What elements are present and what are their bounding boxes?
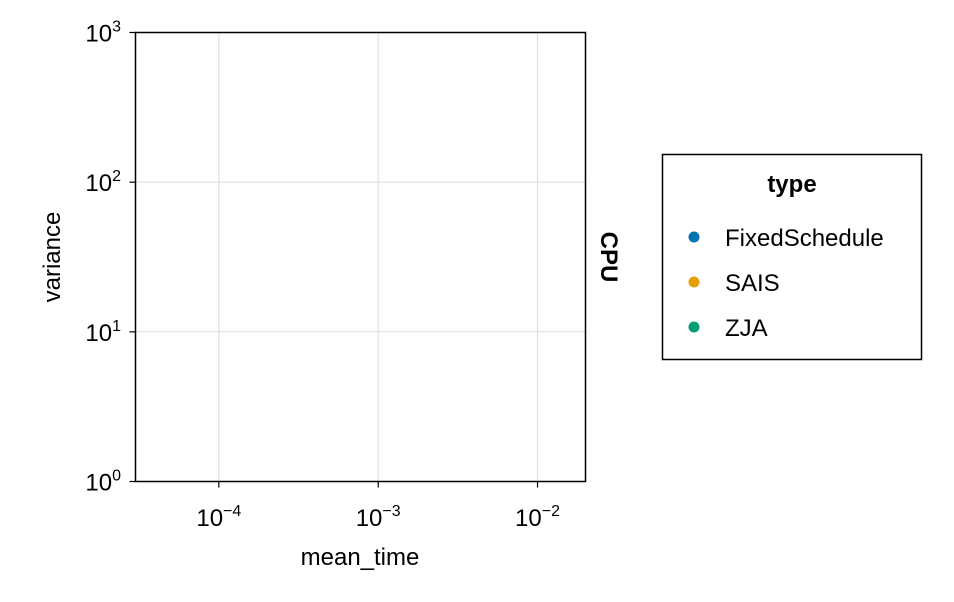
y-tick-label: 100 — [85, 468, 121, 497]
y-tick-exponent: 2 — [112, 168, 121, 185]
x-tick-label: 10−3 — [356, 503, 401, 532]
legend-label: ZJA — [725, 315, 768, 342]
x-tick-base: 10 — [515, 505, 542, 532]
x-tick-exponent: −3 — [382, 503, 400, 520]
facet-label: CPU — [595, 232, 622, 283]
x-tick-label: 10−4 — [196, 503, 241, 532]
y-tick-base: 10 — [85, 470, 112, 497]
x-axis-label: mean_time — [301, 544, 420, 571]
y-tick-base: 10 — [85, 21, 112, 48]
x-tick-exponent: −2 — [542, 503, 560, 520]
legend: type FixedSchedule SAIS ZJA — [661, 153, 923, 361]
y-tick-label: 103 — [85, 19, 121, 48]
x-axis-ticks: 10−4 10−3 10−2 — [196, 481, 560, 532]
legend-label: SAIS — [725, 270, 780, 297]
x-tick-base: 10 — [196, 505, 223, 532]
y-axis-label: variance — [39, 212, 66, 303]
plot-frame — [134, 31, 587, 483]
legend-label: FixedSchedule — [725, 225, 884, 252]
y-tick-base: 10 — [85, 320, 112, 347]
x-tick-label: 10−2 — [515, 503, 560, 532]
grid-lines — [135, 32, 586, 482]
x-tick-base: 10 — [356, 505, 383, 532]
legend-marker — [688, 321, 700, 333]
y-tick-exponent: 3 — [112, 19, 121, 36]
x-tick-exponent: −4 — [223, 503, 241, 520]
legend-marker — [688, 276, 700, 288]
legend-box — [661, 153, 923, 361]
y-tick-exponent: 0 — [112, 468, 121, 485]
legend-title: type — [767, 171, 816, 198]
y-tick-exponent: 1 — [112, 318, 121, 335]
y-tick-base: 10 — [85, 170, 112, 197]
legend-entries: FixedSchedule SAIS ZJA — [688, 225, 884, 342]
y-tick-label: 101 — [85, 318, 121, 347]
y-tick-label: 102 — [85, 168, 121, 197]
legend-marker — [688, 231, 700, 243]
